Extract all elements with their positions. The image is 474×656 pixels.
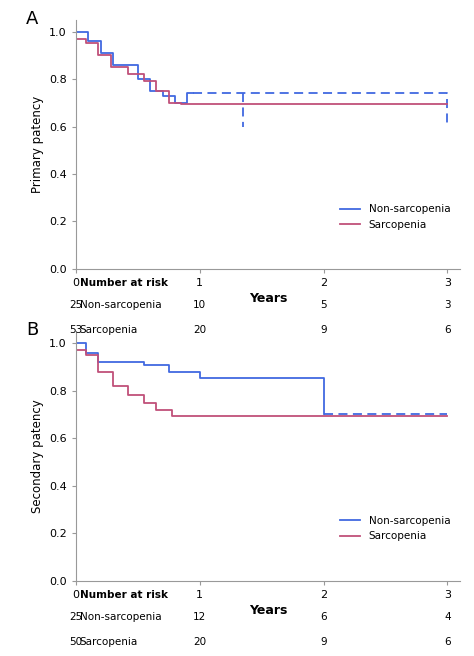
Text: 6: 6 bbox=[444, 636, 451, 647]
Text: Non-sarcopenia: Non-sarcopenia bbox=[80, 300, 161, 310]
Text: 25: 25 bbox=[69, 611, 82, 622]
X-axis label: Years: Years bbox=[249, 604, 287, 617]
Text: Sarcopenia: Sarcopenia bbox=[80, 325, 138, 335]
Y-axis label: Secondary patency: Secondary patency bbox=[30, 399, 44, 513]
Text: 20: 20 bbox=[193, 325, 206, 335]
Text: Sarcopenia: Sarcopenia bbox=[80, 636, 138, 647]
Text: 6: 6 bbox=[320, 611, 327, 622]
Text: 9: 9 bbox=[320, 325, 327, 335]
Text: A: A bbox=[26, 10, 38, 28]
Text: 12: 12 bbox=[193, 611, 206, 622]
Text: 9: 9 bbox=[320, 636, 327, 647]
Text: Number at risk: Number at risk bbox=[80, 278, 168, 288]
Text: 50: 50 bbox=[69, 636, 82, 647]
Text: 10: 10 bbox=[193, 300, 206, 310]
Text: Non-sarcopenia: Non-sarcopenia bbox=[80, 611, 161, 622]
Text: 3: 3 bbox=[444, 300, 451, 310]
Text: 53: 53 bbox=[69, 325, 82, 335]
X-axis label: Years: Years bbox=[249, 292, 287, 305]
Text: Number at risk: Number at risk bbox=[80, 590, 168, 600]
Legend: Non-sarcopenia, Sarcopenia: Non-sarcopenia, Sarcopenia bbox=[336, 512, 455, 545]
Text: 5: 5 bbox=[320, 300, 327, 310]
Y-axis label: Primary patency: Primary patency bbox=[30, 96, 44, 193]
Text: B: B bbox=[26, 321, 38, 339]
Text: 4: 4 bbox=[444, 611, 451, 622]
Text: 25: 25 bbox=[69, 300, 82, 310]
Text: 20: 20 bbox=[193, 636, 206, 647]
Text: 6: 6 bbox=[444, 325, 451, 335]
Legend: Non-sarcopenia, Sarcopenia: Non-sarcopenia, Sarcopenia bbox=[336, 200, 455, 234]
